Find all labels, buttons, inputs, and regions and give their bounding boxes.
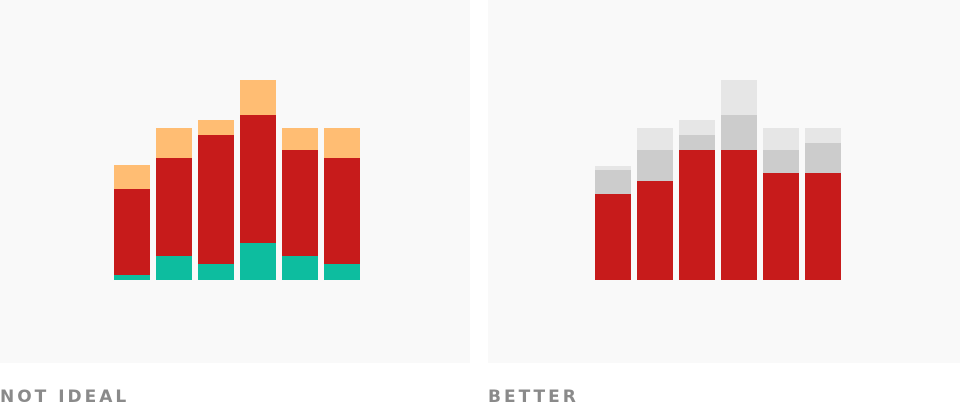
- bar-segment: [324, 158, 360, 264]
- bar-segment: [805, 128, 841, 143]
- bar-segment: [679, 150, 715, 280]
- bar-segment: [198, 135, 234, 264]
- bar-segment: [198, 264, 234, 280]
- bar-segment: [721, 150, 757, 280]
- bar-segment: [763, 128, 799, 150]
- bar-segment: [324, 128, 360, 158]
- bar-segment: [595, 170, 631, 194]
- bar-segment: [156, 128, 192, 158]
- bar-segment: [721, 115, 757, 150]
- panel: [0, 0, 470, 363]
- bar-segment: [240, 80, 276, 115]
- bar-segment: [805, 173, 841, 280]
- bar-segment: [282, 256, 318, 280]
- caption: NOT IDEAL: [0, 387, 129, 407]
- caption: BETTER: [488, 387, 579, 407]
- bar-segment: [114, 165, 150, 189]
- bar-segment: [324, 264, 360, 280]
- bar-segment: [240, 115, 276, 243]
- bar-segment: [595, 166, 631, 170]
- bar-segment: [805, 143, 841, 173]
- bar-segment: [595, 194, 631, 280]
- bar-segment: [637, 181, 673, 280]
- bar-segment: [763, 173, 799, 280]
- bar-segment: [114, 189, 150, 275]
- bar-segment: [282, 128, 318, 150]
- bar-segment: [240, 243, 276, 280]
- bar-segment: [114, 275, 150, 280]
- bar-segment: [198, 120, 234, 135]
- bar-segment: [637, 128, 673, 150]
- bar-segment: [679, 120, 715, 135]
- bar-segment: [156, 256, 192, 280]
- bar-segment: [637, 150, 673, 181]
- bar-segment: [763, 150, 799, 173]
- bar-segment: [679, 135, 715, 150]
- bar-segment: [721, 80, 757, 115]
- bar-segment: [156, 158, 192, 256]
- bar-segment: [282, 150, 318, 256]
